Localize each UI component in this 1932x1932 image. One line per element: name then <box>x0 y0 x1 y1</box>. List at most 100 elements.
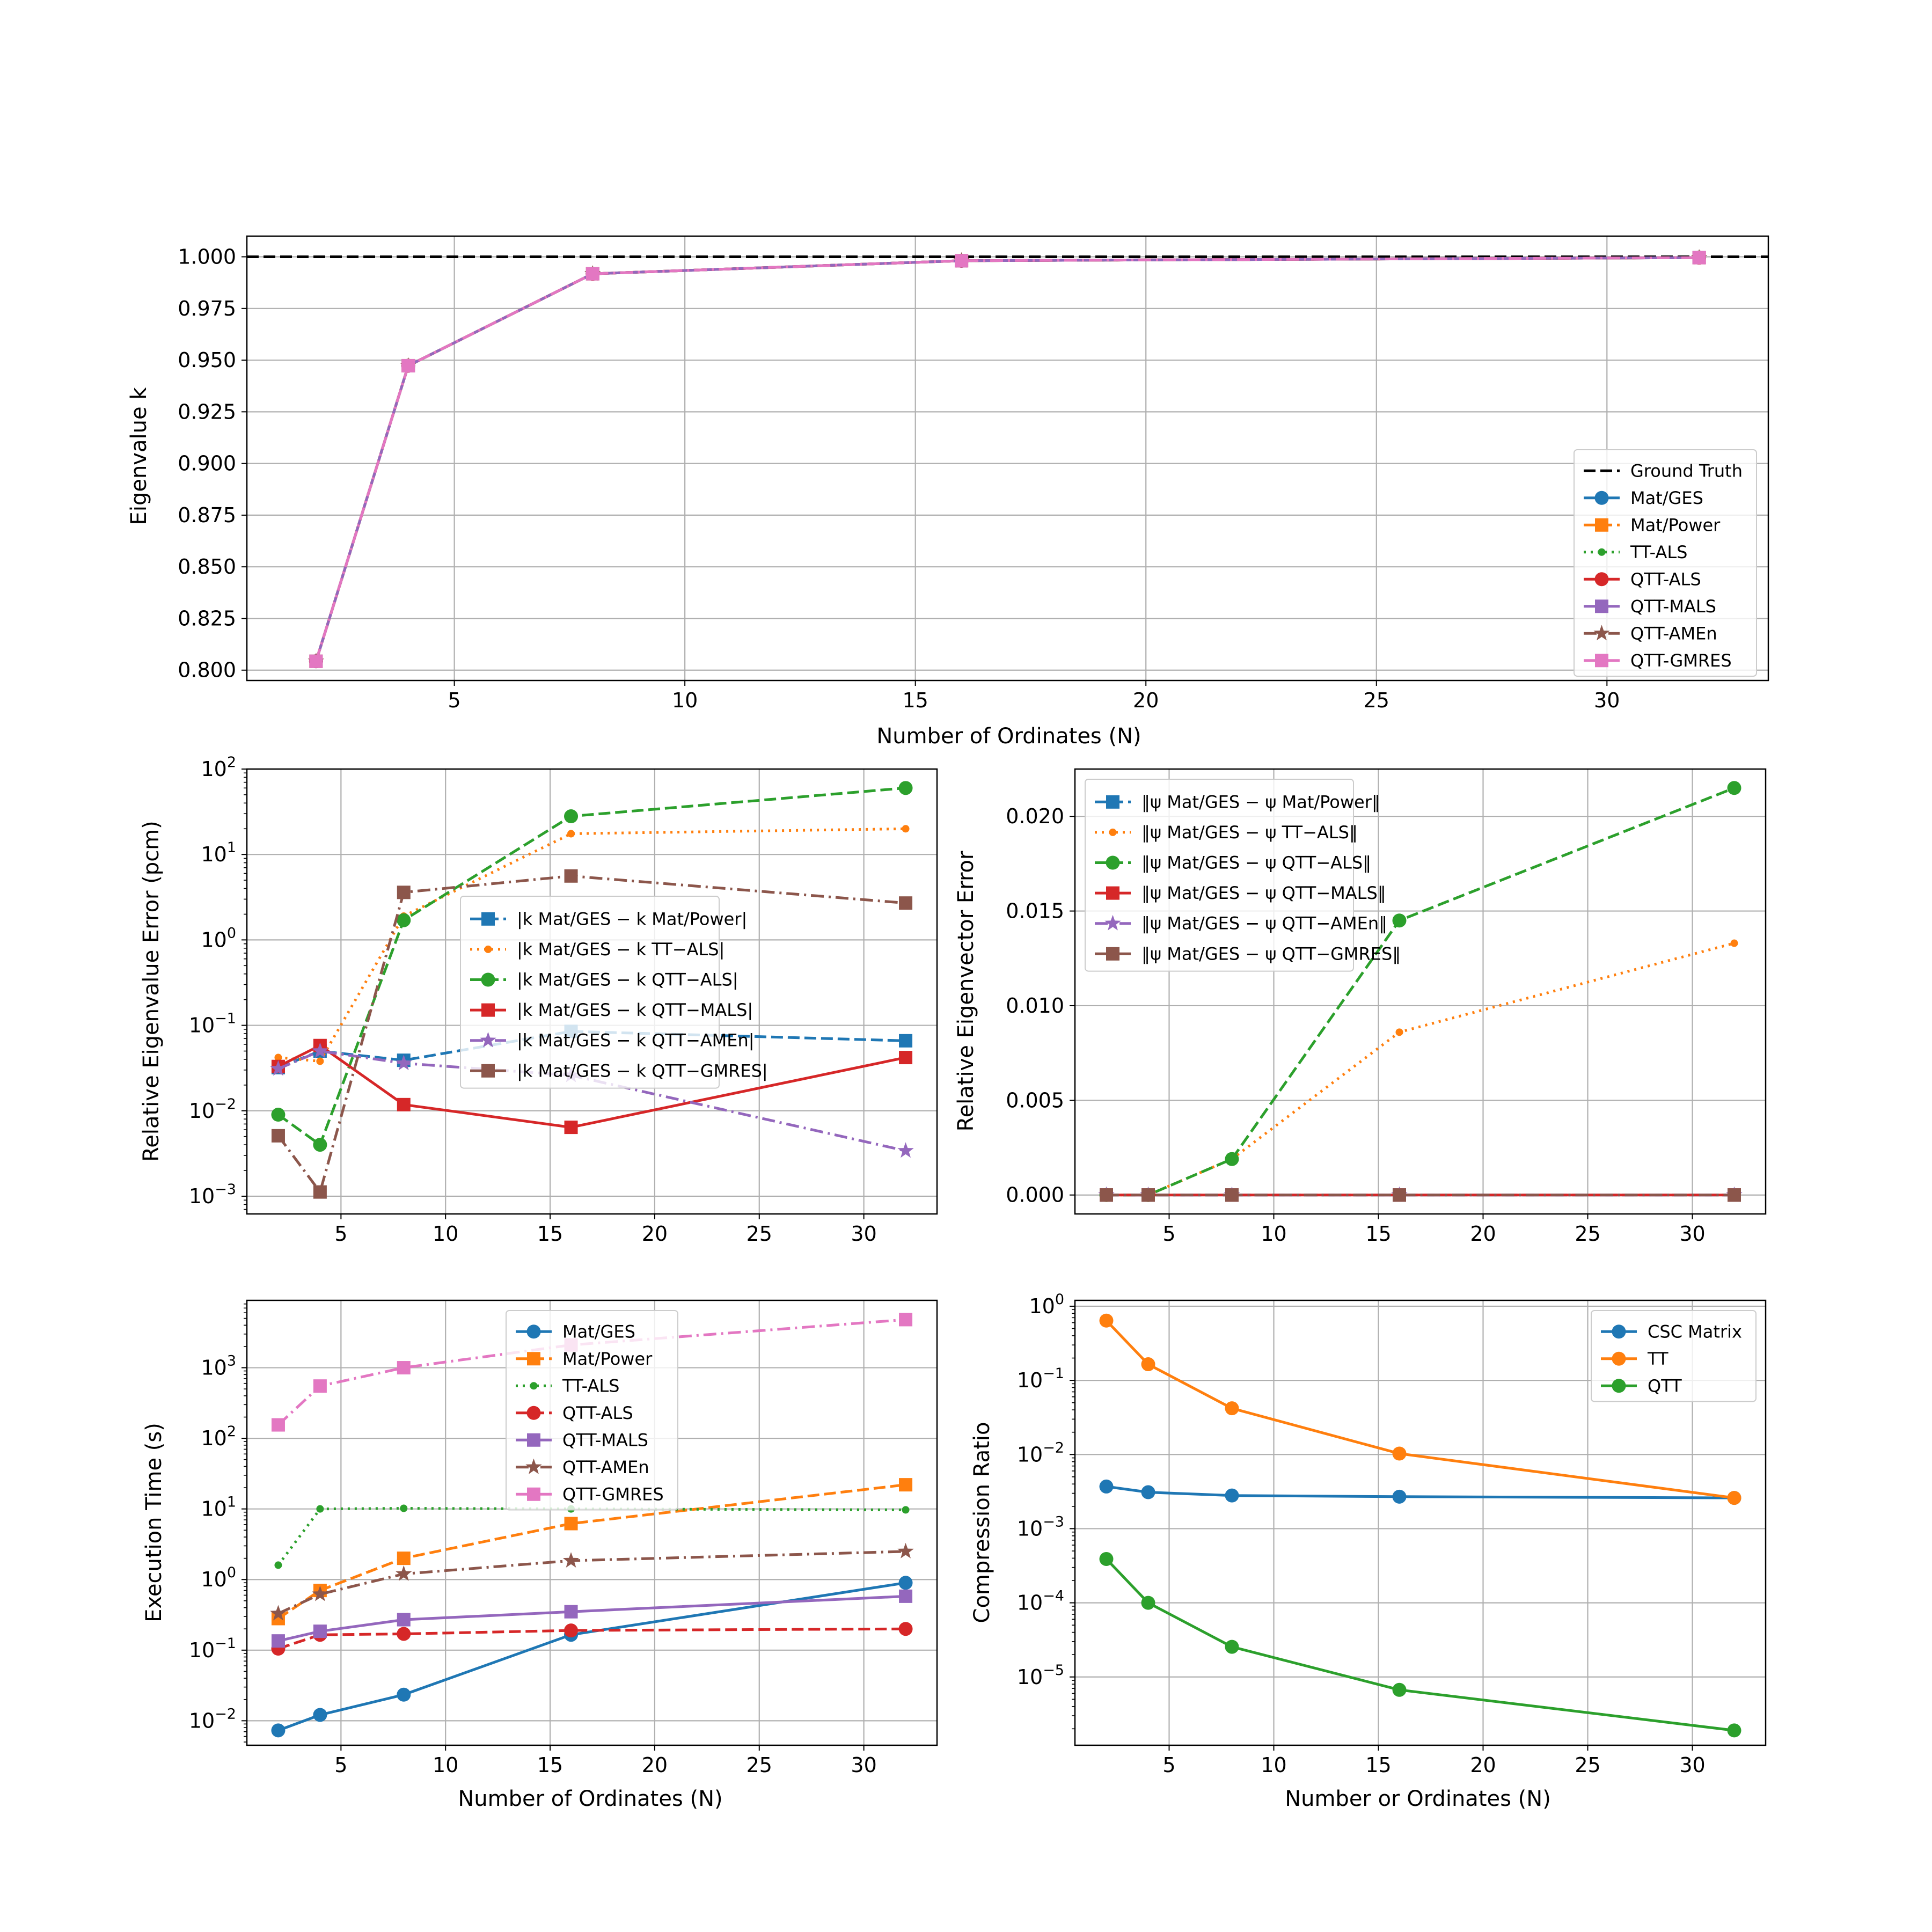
x-tick-label: 10 <box>1261 1222 1286 1246</box>
x-tick-label: 20 <box>642 1753 668 1777</box>
x-tick-label: 25 <box>1575 1753 1600 1777</box>
data-point-mat-ges-qtt-gmres <box>1100 1188 1113 1202</box>
x-tick-label: 25 <box>1575 1222 1600 1246</box>
legend-box <box>506 1310 678 1511</box>
legend-label-mat-ges-qtt-mals: ‖ψ Mat/GES − ψ QTT−MALS‖ <box>1141 883 1386 903</box>
ylabel-eigenvector-error: Relative Eigenvector Error <box>954 851 978 1131</box>
data-point-qtt-mals <box>313 1624 327 1638</box>
data-point-k-mat-ges-k-qtt-gmres <box>313 1185 327 1199</box>
legend-marker-qtt-als <box>526 1406 541 1420</box>
data-point-qtt-gmres <box>899 1313 913 1327</box>
data-point-k-mat-ges-k-tt-als <box>316 1057 324 1065</box>
legend-label-k-mat-ges-k-qtt-mals: |k Mat/GES − k QTT−MALS| <box>517 1000 753 1020</box>
x-tick-label: 25 <box>747 1753 772 1777</box>
x-tick-label: 15 <box>1365 1222 1391 1246</box>
y-tick-label: 0.950 <box>178 348 236 372</box>
axes-compression-ratio: 5 10 15 20 25 30 10−5 10−4 10−3 10−2 10−1 100 <box>1017 1291 1706 1777</box>
legend-label-k-mat-ges-k-tt-als: |k Mat/GES − k TT−ALS| <box>517 939 724 960</box>
panel-compression-ratio: 5 10 15 20 25 30 10−5 10−4 10−3 10−2 10−1 100 CSC Ma… <box>970 1291 1767 1811</box>
legend-marker-mat-ges-tt-als <box>1109 828 1117 836</box>
y-tick-label: 100 <box>201 925 236 952</box>
legend-label-mat-ges-tt-als: ‖ψ Mat/GES − ψ TT−ALS‖ <box>1141 822 1358 843</box>
data-point-mat-power <box>899 1478 913 1492</box>
series-group-eigenvector-error <box>1098 781 1743 1202</box>
x-tick-label: 30 <box>1679 1753 1705 1777</box>
x-tick-label: 15 <box>903 689 928 712</box>
y-tick-label: 0.005 <box>1006 1088 1064 1112</box>
legend-box <box>1591 1310 1757 1402</box>
y-tick-label: 0.975 <box>178 297 236 320</box>
axes-eigenvector-error: 5 10 15 20 25 30 0.000 0.005 0.010 0.015 0.020 <box>1006 804 1705 1246</box>
legend-label-mat-ges-qtt-gmres: ‖ψ Mat/GES − ψ QTT−GMRES‖ <box>1141 943 1401 964</box>
legend-box <box>1085 779 1354 972</box>
data-point-k-mat-ges-k-tt-als <box>567 830 575 838</box>
data-point-qtt <box>1099 1552 1114 1566</box>
y-tick-label: 0.020 <box>1006 804 1064 828</box>
data-point-k-mat-ges-k-qtt-als <box>898 781 913 795</box>
y-tick-label: 10−5 <box>1017 1662 1064 1689</box>
data-point-qtt <box>1141 1596 1155 1610</box>
legend-label-qtt-gmres: QTT-GMRES <box>1630 650 1732 671</box>
y-tick-label: 0.825 <box>178 606 236 630</box>
data-point-k-mat-ges-k-tt-als <box>902 825 910 833</box>
legend-marker-tt-als <box>1598 548 1606 556</box>
legend-marker-k-mat-ges-k-qtt-mals <box>481 1003 495 1017</box>
data-point-k-mat-ges-k-qtt-als <box>564 809 579 824</box>
y-tick-label: 10−3 <box>189 1181 236 1208</box>
legend-marker-qtt-als <box>1594 572 1609 587</box>
legend-marker-k-mat-ges-k-mat-power <box>481 912 495 926</box>
legend-marker-qtt-mals <box>1595 599 1608 613</box>
x-tick-label: 15 <box>537 1753 563 1777</box>
legend-execution-time: Mat/GES Mat/Power TT-ALS QTT-ALS QTT-MALS QTT… <box>506 1310 678 1511</box>
data-point-mat-power <box>564 1517 578 1531</box>
data-point-qtt-als <box>564 1623 579 1638</box>
panel-eigenvalue-error: 5 10 15 20 25 30 10−3 10−2 10−1 100 101 102 |k Mat/G… <box>139 754 938 1246</box>
legend-box <box>1574 449 1757 677</box>
data-point-k-mat-ges-k-qtt-mals <box>397 1097 411 1111</box>
ylabel-execution-time: Execution Time (s) <box>142 1423 166 1622</box>
y-tick-label: 0.800 <box>178 658 236 682</box>
data-point-tt <box>1099 1313 1114 1328</box>
data-point-tt <box>1727 1491 1741 1505</box>
data-point-tt-als <box>400 1504 408 1512</box>
data-point-qtt-mals <box>271 1634 285 1648</box>
x-tick-label: 15 <box>537 1222 563 1246</box>
data-point-mat-ges-qtt-gmres <box>1141 1188 1155 1202</box>
xlabel-eigenvalue: Number of Ordinates (N) <box>876 724 1141 749</box>
legend-marker-mat-ges <box>526 1324 541 1339</box>
y-tick-label: 0.850 <box>178 555 236 579</box>
legend-box <box>460 896 720 1089</box>
data-point-qtt-gmres <box>1692 251 1706 265</box>
legend-marker-qtt-gmres <box>1595 654 1608 668</box>
data-point-tt <box>1392 1446 1407 1461</box>
data-point-qtt-als <box>898 1622 913 1636</box>
legend-label-qtt-mals: QTT-MALS <box>1630 596 1716 617</box>
y-tick-label: 10−2 <box>189 1706 236 1732</box>
legend-label-qtt-gmres: QTT-GMRES <box>562 1484 664 1504</box>
legend-marker-k-mat-ges-k-qtt-als <box>481 972 495 987</box>
x-tick-label: 15 <box>1365 1753 1391 1777</box>
x-tick-label: 20 <box>1470 1753 1496 1777</box>
xlabel-execution-time: Number of Ordinates (N) <box>458 1787 722 1811</box>
legend-marker-k-mat-ges-k-tt-als <box>484 945 492 953</box>
x-tick-label: 10 <box>433 1753 458 1777</box>
legend-label-k-mat-ges-k-qtt-gmres: |k Mat/GES − k QTT−GMRES| <box>517 1060 768 1081</box>
data-point-qtt-amen <box>897 1542 914 1558</box>
x-tick-label: 30 <box>851 1753 876 1777</box>
legend-label-mat-ges: Mat/GES <box>1630 488 1703 508</box>
plot-area-eigenvalue-error: 5 10 15 20 25 30 10−3 10−2 10−1 100 101 102 |k Mat/G… <box>189 754 938 1246</box>
axes-frame-execution-time <box>246 1299 938 1746</box>
legend-marker-mat-power <box>527 1352 540 1366</box>
data-point-mat-ges-qtt-gmres <box>1728 1188 1741 1202</box>
data-point-csc-matrix <box>1392 1489 1407 1504</box>
data-point-k-mat-ges-k-mat-power <box>899 1034 913 1048</box>
legend-marker-mat-ges-qtt-gmres <box>1106 947 1119 961</box>
legend-marker-mat-ges-qtt-amen <box>1104 914 1121 931</box>
legend-label-mat-power: Mat/Power <box>1630 515 1721 535</box>
legend-label-qtt-amen: QTT-AMEn <box>1630 623 1717 643</box>
y-tick-label: 100 <box>201 1564 236 1591</box>
data-point-qtt <box>1727 1723 1741 1738</box>
data-point-tt <box>1141 1357 1155 1372</box>
y-tick-label: 0.010 <box>1006 994 1064 1018</box>
